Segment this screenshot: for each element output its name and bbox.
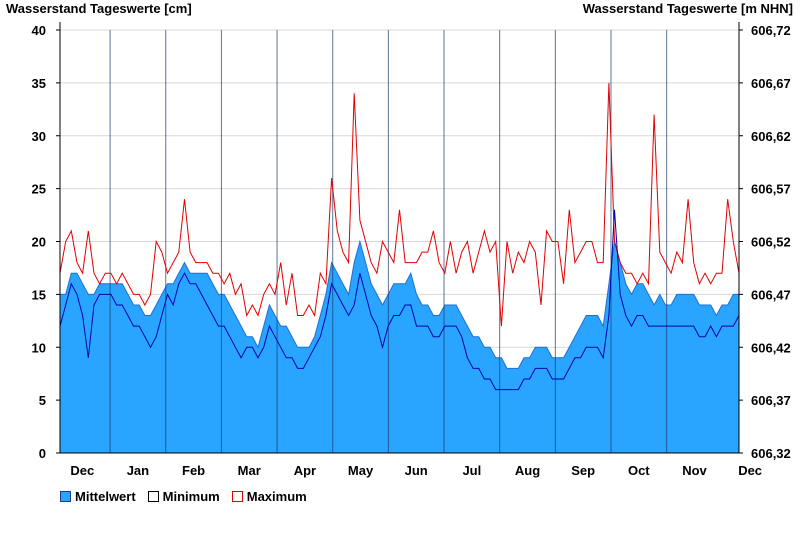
y2-tick-label: 606,52 (751, 235, 791, 250)
legend: Mittelwert Minimum Maximum (60, 489, 319, 504)
left-axis-title: Wasserstand Tageswerte [cm] (6, 1, 192, 16)
right-axis-title: Wasserstand Tageswerte [m NHN] (582, 1, 793, 16)
legend-label-mean: Mittelwert (75, 489, 136, 504)
legend-item-mean: Mittelwert (60, 489, 136, 504)
month-label: Sep (571, 463, 595, 478)
y-tick-label: 15 (32, 287, 46, 302)
y2-tick-label: 606,62 (751, 129, 791, 144)
y2-tick-label: 606,47 (751, 287, 791, 302)
y2-tick-label: 606,67 (751, 76, 791, 91)
y2-tick-label: 606,37 (751, 393, 791, 408)
month-divider-layer (109, 30, 668, 453)
month-label: Aug (515, 463, 540, 478)
mean-series-layer (59, 239, 740, 454)
legend-item-max: Maximum (231, 489, 307, 504)
month-label: Dec (738, 463, 762, 478)
y2-tick-label: 606,32 (751, 446, 791, 461)
y2-tick-label: 606,42 (751, 340, 791, 355)
y-tick-label: 40 (32, 23, 46, 38)
month-label: Nov (682, 463, 707, 478)
month-label: Apr (294, 463, 316, 478)
y-tick-label: 0 (39, 446, 46, 461)
legend-swatch-min (147, 491, 159, 502)
y-tick-label: 35 (32, 76, 46, 91)
month-label: Oct (628, 463, 650, 478)
legend-label-max: Maximum (246, 489, 307, 504)
month-label: Jul (462, 463, 481, 478)
month-label: Feb (182, 463, 205, 478)
series-max-line (59, 82, 740, 327)
legend-swatch-max (231, 491, 243, 502)
month-label: Jun (405, 463, 428, 478)
y-tick-label: 20 (32, 235, 46, 250)
series-min-line (59, 209, 740, 391)
month-label: Dec (70, 463, 94, 478)
y2-tick-label: 606,57 (751, 182, 791, 197)
y-tick-label: 30 (32, 129, 46, 144)
y2-tick-label: 606,72 (751, 23, 791, 38)
month-label: Mar (238, 463, 261, 478)
month-label: May (348, 463, 374, 478)
axis-layer: 0 606,32 5 606,37 10 606,42 15 606,47 20 606,52 25… (32, 22, 791, 478)
month-label: Jan (127, 463, 149, 478)
y-tick-label: 5 (39, 393, 46, 408)
line-series-layer (59, 82, 740, 391)
legend-item-min: Minimum (147, 489, 220, 504)
legend-label-min: Minimum (162, 489, 220, 504)
y-tick-label: 25 (32, 182, 46, 197)
y-tick-label: 10 (32, 340, 46, 355)
legend-swatch-mean (60, 491, 71, 502)
series-mean-area (59, 239, 740, 454)
